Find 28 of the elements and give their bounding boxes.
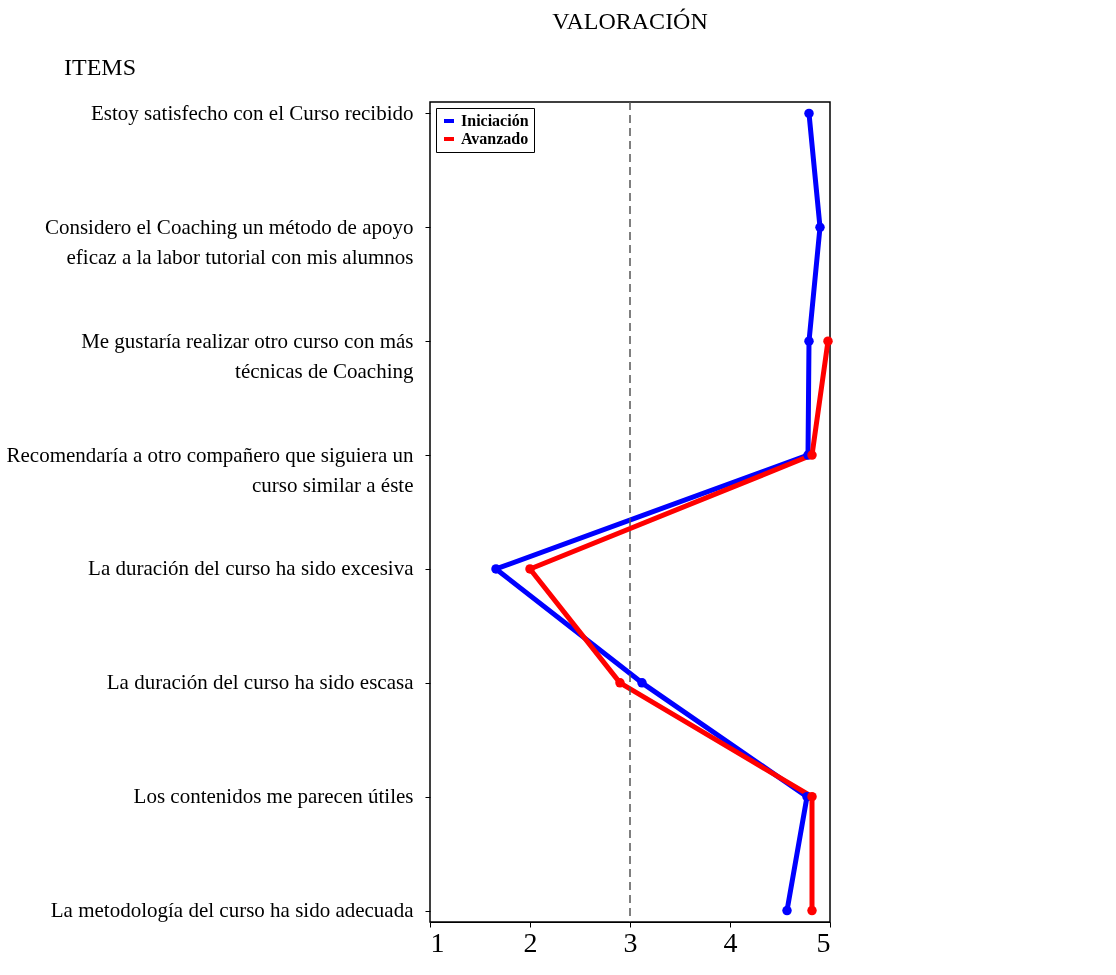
point (804, 336, 814, 346)
legend-label: Avanzado (461, 130, 529, 147)
x-tick-label: 1 (430, 926, 445, 958)
y-tick-label: Considero el Coaching un método de apoyo eficaz a la labor tutorial con mis alumnos (44, 214, 414, 269)
point (637, 678, 647, 688)
x-tick-label: 2 (523, 926, 538, 958)
y-tick-label: La duración del curso ha sido excesiva (88, 556, 415, 581)
y-tick-label: Me gustaría realizar otro curso con más técnicas de Coaching (81, 328, 414, 383)
y-tick-label: Recomendaría a otro compañero que siguiera un curso similar a éste (6, 442, 414, 497)
point (823, 336, 833, 346)
point (525, 564, 535, 574)
point (815, 222, 825, 233)
point (807, 905, 817, 916)
y-tick-label: La metodología del curso ha sido adecuada (50, 898, 415, 923)
point (782, 905, 792, 916)
point (804, 108, 814, 119)
legend-label: Iniciación (461, 112, 529, 129)
x-tick-label: 4 (723, 926, 738, 958)
y-tick-label: Los contenidos me parecen útiles (133, 784, 414, 809)
chart-title: VALORACIÓN (552, 8, 708, 34)
point (807, 450, 817, 460)
point (615, 678, 625, 688)
y-tick-label: La duración del curso ha sido escasa (106, 670, 415, 695)
text: ITEMS (64, 54, 136, 80)
point (807, 791, 817, 802)
x-tick-label: 5 (816, 926, 831, 958)
x-tick-label: 3 (623, 926, 638, 958)
y-tick-label: Estoy satisfecho con el Curso recibido (90, 100, 414, 125)
